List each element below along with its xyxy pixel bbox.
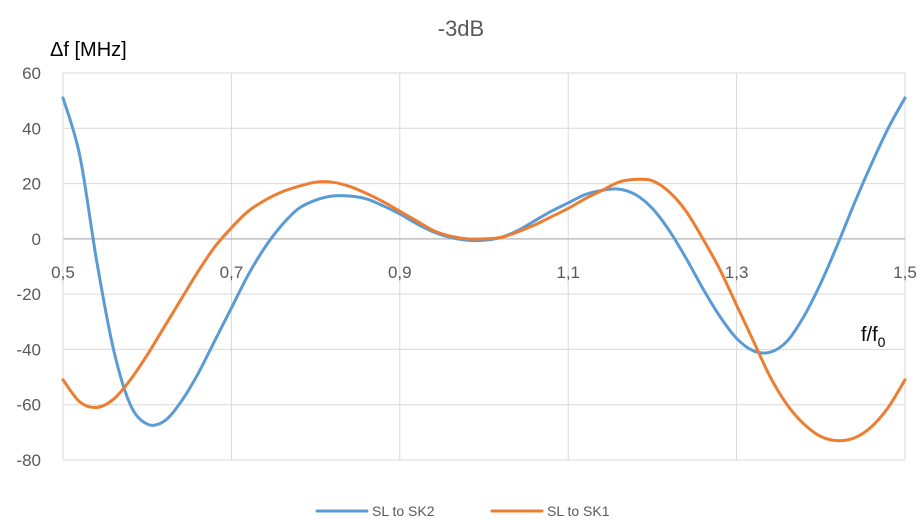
chart-title: -3dB xyxy=(438,16,484,41)
y-tick-label: -40 xyxy=(16,340,41,359)
horizontal-grid-lines xyxy=(63,72,905,461)
x-tick-label: 0,7 xyxy=(220,263,244,282)
y-tick-labels: 60 40 20 0 -20 -40 -60 -80 xyxy=(16,64,41,470)
series-line-2 xyxy=(61,177,907,443)
y-tick-label: -80 xyxy=(16,451,41,470)
y-tick-label: -20 xyxy=(16,285,41,304)
x-axis-label-subscript: 0 xyxy=(878,334,886,350)
x-tick-label: 0,5 xyxy=(51,263,75,282)
grid xyxy=(62,72,906,461)
y-tick-label: 60 xyxy=(22,64,41,83)
y-tick-label: 20 xyxy=(22,175,41,194)
y-tick-label: -60 xyxy=(16,396,41,415)
x-tick-label: 0,9 xyxy=(388,263,412,282)
x-tick-label: 1,3 xyxy=(725,263,749,282)
series-lines xyxy=(61,96,907,443)
legend-label-2: SL to SK1 xyxy=(547,503,610,519)
x-tick-labels: 0,5 0,7 0,9 1,1 1,3 1,5 xyxy=(51,263,917,282)
y-tick-label: 0 xyxy=(32,230,41,249)
x-axis-label: f/f0 xyxy=(861,324,886,350)
y-axis-label: Δf [MHz] xyxy=(50,39,127,61)
legend-label-1: SL to SK2 xyxy=(372,503,435,519)
x-tick-label: 1,5 xyxy=(893,263,917,282)
legend: SL to SK2 SL to SK1 xyxy=(315,503,610,519)
x-axis-label-main: f/f xyxy=(861,324,878,346)
x-tick-label: 1,1 xyxy=(556,263,580,282)
y-tick-label: 40 xyxy=(22,119,41,138)
